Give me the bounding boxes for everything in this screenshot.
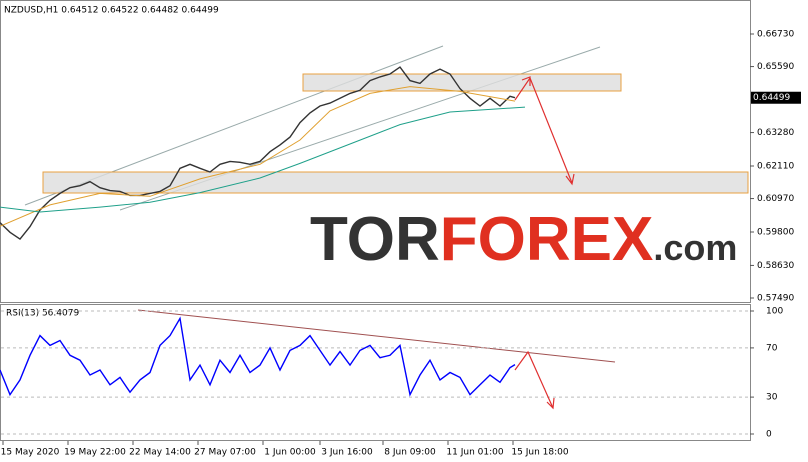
price-panel (0, 0, 751, 303)
x-tick-label: 3 Jun 16:00 (321, 448, 373, 458)
x-tick-label: 19 May 22:00 (64, 448, 126, 458)
current-price-box (751, 91, 801, 104)
price-chart: TORFOREX.com NZDUSD,H1 0.64512 0.64522 0… (0, 6, 801, 304)
chart-title: NZDUSD,H1 0.64512 0.64522 0.64482 0.6449… (4, 6, 219, 16)
rsi-arrow (514, 350, 554, 409)
current-price-label: 0.64499 (753, 93, 790, 103)
watermark: TORFOREX.com (310, 205, 737, 274)
x-tick-label: 11 Jun 01:00 (446, 448, 503, 458)
rsi-trend-line (137, 309, 616, 363)
y-tick-label: 0.63280 (757, 128, 794, 138)
rsi-title: RSI(13) 56.4079 (6, 309, 79, 319)
rsi-panel (0, 304, 751, 441)
x-tick-label: 15 Jun 18:00 (511, 448, 568, 458)
watermark-com: .com (653, 227, 737, 268)
watermark-forex: FOREX (440, 205, 654, 274)
y-tick-label: 0.59800 (757, 228, 794, 238)
y-tick-label: 30 (766, 393, 778, 403)
series-line (0, 316, 516, 397)
x-tick-label: 15 May 2020 (1, 448, 60, 458)
x-tick-label: 8 Jun 09:00 (384, 448, 436, 458)
x-tick-label: 1 Jun 00:00 (264, 448, 316, 458)
y-tick-label: 70 (766, 343, 778, 353)
arrowhead (565, 173, 575, 186)
y-tick-label: 0.60970 (757, 194, 794, 204)
rsi-chart: RSI(13) 56.4079 100 70 30 0 (0, 307, 783, 440)
forecast-arrows (514, 76, 575, 410)
resistance-zone (302, 73, 622, 92)
y-tick-label: 0.58630 (757, 261, 794, 271)
arrowhead (546, 397, 555, 410)
series-line (0, 106, 526, 213)
y-tick-label: 0.66730 (757, 30, 794, 40)
x-tick-label: 22 May 14:00 (129, 448, 191, 458)
y-tick-label: 0 (766, 430, 772, 440)
support-zone (42, 171, 749, 194)
x-tick-label: 27 May 07:00 (194, 448, 256, 458)
series-line (0, 86, 516, 227)
y-tick-label: 0.62110 (757, 162, 794, 172)
series-line (0, 66, 516, 241)
watermark-tor: TOR (310, 205, 440, 274)
y-tick-label: 100 (766, 307, 783, 317)
y-tick-label: 0.65590 (757, 62, 794, 72)
arrowhead (521, 76, 531, 86)
y-tick-label: 0.57490 (757, 294, 794, 304)
